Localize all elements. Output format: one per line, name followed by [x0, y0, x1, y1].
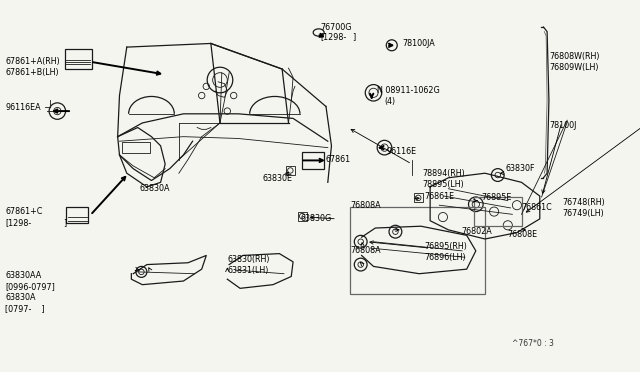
Text: ]: ] — [353, 32, 356, 41]
Text: 76896(LH): 76896(LH) — [425, 253, 467, 262]
Text: 76808A: 76808A — [351, 246, 381, 255]
Text: 67861+A(RH): 67861+A(RH) — [5, 57, 60, 66]
Text: 63830A: 63830A — [140, 184, 170, 193]
Text: 67861+B(LH): 67861+B(LH) — [5, 68, 59, 77]
Text: 63830A: 63830A — [5, 293, 36, 302]
Text: 63830F: 63830F — [505, 164, 534, 173]
Text: 76895(RH): 76895(RH) — [425, 242, 468, 251]
Text: 76895E: 76895E — [481, 193, 511, 202]
Text: 76808A: 76808A — [351, 201, 381, 210]
Text: (4): (4) — [385, 97, 396, 106]
Text: ]: ] — [63, 218, 66, 227]
Text: 78895(LH): 78895(LH) — [423, 180, 465, 189]
Text: 78894(RH): 78894(RH) — [423, 169, 465, 178]
Bar — [302, 152, 324, 169]
Text: 63830(RH): 63830(RH) — [227, 254, 270, 264]
Text: [0996-0797]: [0996-0797] — [5, 282, 55, 291]
Text: 96116E: 96116E — [387, 147, 417, 156]
Text: 63831(LH): 63831(LH) — [227, 266, 269, 275]
Bar — [349, 207, 485, 294]
Bar — [474, 197, 522, 226]
Text: 78100JA: 78100JA — [403, 39, 435, 48]
Text: 76809W(LH): 76809W(LH) — [550, 63, 599, 72]
Text: 63830G: 63830G — [300, 214, 332, 224]
Text: 76749(LH): 76749(LH) — [563, 209, 604, 218]
Text: 76748(RH): 76748(RH) — [563, 198, 605, 207]
Text: [0797-    ]: [0797- ] — [5, 304, 45, 313]
Text: ^767*0 : 3: ^767*0 : 3 — [513, 339, 554, 348]
Text: [1298-: [1298- — [5, 218, 31, 227]
Text: 96116EA: 96116EA — [5, 103, 41, 112]
Text: 78100J: 78100J — [550, 121, 577, 130]
Text: 63830AA: 63830AA — [5, 271, 42, 280]
Text: 63830E: 63830E — [262, 174, 292, 183]
Text: 76808W(RH): 76808W(RH) — [550, 52, 600, 61]
Text: 76808E: 76808E — [507, 230, 537, 239]
Bar — [65, 49, 92, 69]
Bar — [122, 142, 150, 153]
Text: N 08911-1062G: N 08911-1062G — [377, 86, 440, 96]
Text: 67861+C: 67861+C — [5, 207, 43, 216]
Bar — [298, 212, 307, 221]
Text: 67861: 67861 — [326, 155, 351, 164]
Bar — [286, 166, 295, 175]
Text: 76861C: 76861C — [522, 203, 552, 212]
Bar — [413, 193, 423, 202]
Text: 76700G: 76700G — [321, 23, 352, 32]
Text: [1298-: [1298- — [321, 32, 347, 41]
Bar — [67, 207, 88, 224]
Text: 76861E: 76861E — [425, 192, 455, 201]
Text: 76802A: 76802A — [461, 227, 492, 236]
